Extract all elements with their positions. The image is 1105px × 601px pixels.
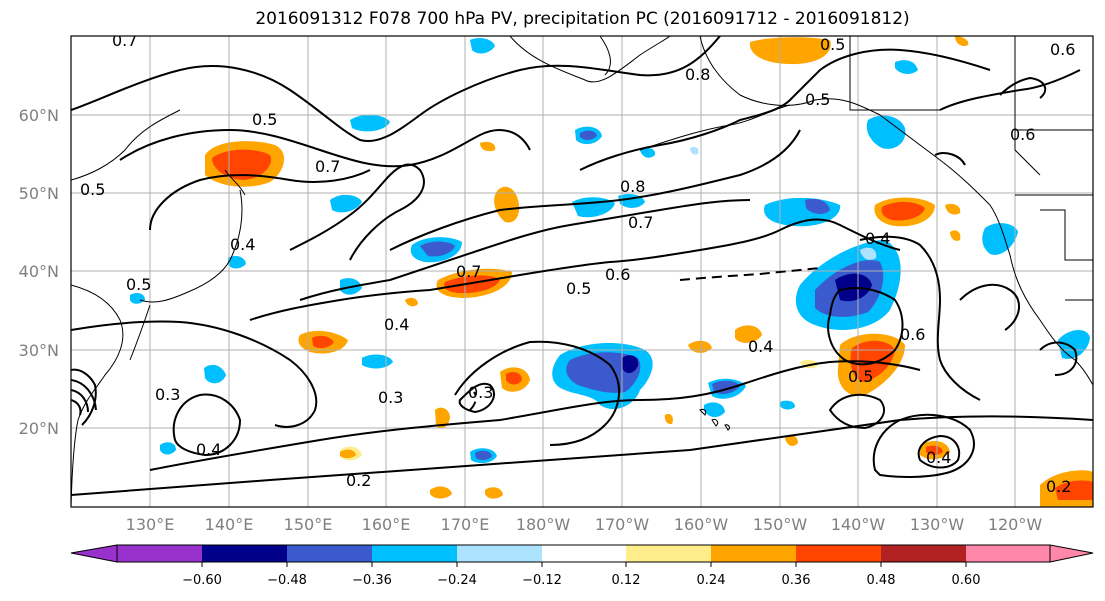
contour-label: 0.7 — [315, 157, 340, 176]
colorbar-bin — [542, 545, 626, 562]
contour-label: 0.5 — [805, 90, 830, 109]
lat-label: 20°N — [19, 419, 59, 438]
colorbar-bin — [117, 545, 202, 562]
lon-label: 170°W — [595, 515, 650, 534]
contour-label: 0.6 — [900, 325, 925, 344]
contour-label: 0.3 — [468, 383, 493, 402]
contour-label: 0.2 — [1046, 477, 1071, 496]
contour-label: 0.8 — [620, 177, 645, 196]
colorbar-bin — [711, 545, 796, 562]
lon-label: 130°W — [910, 515, 965, 534]
lon-label: 140°E — [205, 515, 254, 534]
contour-label: 0.5 — [848, 367, 873, 386]
colorbar-tick-label: 0.24 — [697, 573, 726, 588]
lon-label: 130°E — [126, 515, 175, 534]
colorbar-extend-min — [70, 544, 118, 563]
colorbar-tick-label: 0.48 — [867, 573, 896, 588]
contour-label: 0.5 — [80, 180, 105, 199]
lon-label: 180°W — [516, 515, 571, 534]
contour-label: 0.4 — [230, 235, 255, 254]
colorbar-bin — [372, 545, 457, 562]
contour-label: 0.2 — [346, 471, 371, 490]
contour-label: 0.5 — [126, 275, 151, 294]
colorbar-bin — [796, 545, 881, 562]
contour-label: 0.7 — [456, 262, 481, 281]
lat-label: 50°N — [19, 184, 59, 203]
contour-label: 0.4 — [748, 337, 773, 356]
colorbar-tick-label: −0.60 — [182, 573, 222, 588]
contour-label: 0.6 — [605, 265, 630, 284]
contour-label: 0.8 — [685, 65, 710, 84]
lon-label: 150°E — [284, 515, 333, 534]
contour-label: 0.4 — [865, 229, 890, 248]
colorbar-bin — [202, 545, 287, 562]
colorbar-bin — [287, 545, 372, 562]
contour-label: 0.6 — [1010, 125, 1035, 144]
contour-label: 0.5 — [820, 35, 845, 54]
contour-labels: 0.7 0.5 0.7 0.5 0.5 0.8 0.7 0.8 0.5 0.6 … — [80, 31, 1075, 496]
colorbar-tick-label: −0.24 — [437, 573, 477, 588]
latitude-labels: 60°N 50°N 40°N 30°N 20°N — [19, 106, 59, 438]
pv-contours-dashed — [469, 267, 821, 411]
lat-label: 30°N — [19, 341, 59, 360]
contour-label: 0.6 — [1050, 40, 1075, 59]
lon-label: 170°E — [441, 515, 490, 534]
lat-label: 40°N — [19, 262, 59, 281]
colorbar-tick-label: 0.12 — [612, 573, 641, 588]
map-title: 2016091312 F078 700 hPa PV, precipitatio… — [255, 9, 910, 29]
colorbar-tick-label: −0.12 — [522, 573, 562, 588]
colorbar: −0.60 −0.48 −0.36 −0.24 −0.12 0.12 0.24 … — [70, 544, 1094, 588]
map-frame — [70, 35, 1094, 508]
contour-label: 0.4 — [926, 448, 951, 467]
contour-label: 0.4 — [384, 315, 409, 334]
contour-label: 0.3 — [155, 385, 180, 404]
colorbar-tick-label: 0.36 — [782, 573, 811, 588]
map-area: 0.7 0.5 0.7 0.5 0.5 0.8 0.7 0.8 0.5 0.6 … — [71, 31, 1093, 507]
pv-contours — [71, 36, 1093, 496]
colorbar-tick-label: −0.48 — [267, 573, 307, 588]
lon-label: 120°W — [988, 515, 1043, 534]
contour-label: 0.3 — [378, 388, 403, 407]
lat-label: 60°N — [19, 106, 59, 125]
colorbar-bin — [457, 545, 542, 562]
contour-label: 0.7 — [112, 31, 137, 50]
contour-label: 0.7 — [628, 213, 653, 232]
colorbar-bin — [626, 545, 711, 562]
colorbar-tick-label: −0.36 — [352, 573, 392, 588]
colorbar-extend-max — [1049, 544, 1094, 563]
lon-label: 160°W — [674, 515, 729, 534]
contour-label: 0.5 — [252, 110, 277, 129]
lon-label: 150°W — [753, 515, 808, 534]
contour-label: 0.5 — [566, 279, 591, 298]
lon-label: 160°E — [362, 515, 411, 534]
colorbar-bin — [966, 545, 1050, 562]
longitude-labels: 130°E 140°E 150°E 160°E 170°E 180°W 170°… — [126, 515, 1043, 534]
contour-label: 0.4 — [196, 440, 221, 459]
colorbar-bin — [881, 545, 966, 562]
colorbar-tick-label: 0.60 — [952, 573, 981, 588]
lon-label: 140°W — [831, 515, 886, 534]
